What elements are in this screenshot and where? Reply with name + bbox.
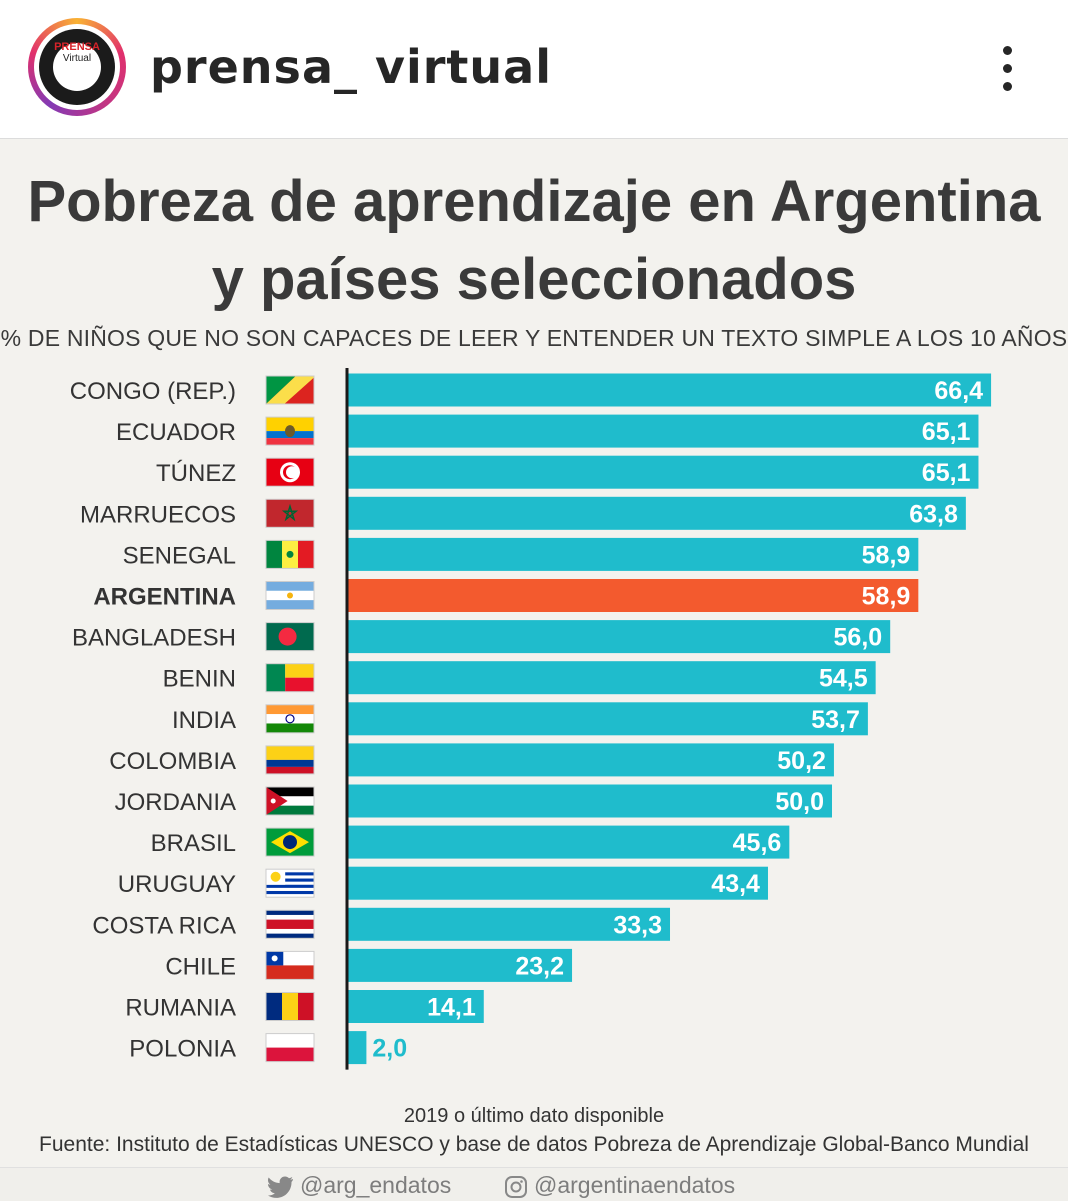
bar: [347, 866, 768, 900]
country-label: COSTA RICA: [92, 912, 236, 939]
value-label: 2,0: [372, 1035, 407, 1063]
bar: [347, 661, 876, 695]
profile-avatar[interactable]: PRENSA Virtual: [28, 18, 126, 116]
polonia-flag-icon: [265, 1033, 315, 1063]
logo-text-top: PRENSA: [54, 41, 100, 53]
india-flag-icon: [265, 704, 315, 734]
country-label: INDIA: [172, 707, 236, 734]
value-label: 54,5: [819, 665, 868, 693]
instagram-icon: [505, 1175, 527, 1198]
value-label: 50,2: [777, 747, 826, 775]
value-label: 50,0: [775, 788, 824, 816]
country-label: CONGO (REP.): [70, 378, 236, 405]
value-label: 65,1: [922, 459, 971, 487]
value-label: 53,7: [811, 706, 860, 734]
country-label: BANGLADESH: [72, 625, 236, 652]
twitter-handle-text: @arg_endatos: [300, 1172, 452, 1198]
value-label: 66,4: [934, 377, 983, 405]
value-label: 58,9: [862, 541, 911, 569]
bar: [347, 1031, 367, 1065]
value-label: 65,1: [922, 418, 971, 446]
chart-subtitle: % DE NIÑOS QUE NO SON CAPACES DE LEER Y …: [0, 325, 1068, 351]
post-header: PRENSA Virtual prensa_ virtual: [0, 0, 1068, 139]
value-label: 58,9: [862, 583, 911, 611]
jordania-flag-icon: [265, 786, 315, 816]
chart-title-line1: Pobreza de aprendizaje en Argentina: [27, 169, 1041, 234]
bar: [347, 579, 919, 612]
chart-title-line2: y países seleccionados: [211, 247, 857, 312]
more-options-icon[interactable]: [990, 40, 1026, 100]
bar: [347, 537, 919, 571]
logo-text-bottom: Virtual: [62, 53, 92, 64]
bar: [347, 620, 891, 654]
infographic: Pobreza de aprendizaje en Argentina y pa…: [0, 139, 1068, 1201]
bangladesh-flag-icon: [265, 622, 315, 652]
social-bar: @arg_endatos @argentinaendatos: [0, 1167, 1068, 1201]
value-label: 63,8: [909, 500, 958, 528]
bar: [347, 907, 671, 941]
bar: [347, 414, 979, 448]
country-label: BRASIL: [151, 830, 236, 857]
bar: [347, 825, 790, 859]
country-label: ECUADOR: [116, 419, 236, 446]
instagram-handle[interactable]: @argentinaendatos: [504, 1172, 735, 1199]
instagram-handle-text: @argentinaendatos: [534, 1172, 736, 1198]
country-label: RUMANIA: [125, 995, 236, 1022]
marruecos-flag-icon: [265, 498, 315, 528]
footnote: 2019 o último dato disponible: [403, 1105, 665, 1127]
country-label: JORDANIA: [115, 789, 236, 816]
twitter-icon: [268, 1176, 293, 1198]
country-label: ARGENTINA: [93, 584, 236, 611]
bar: [347, 784, 832, 818]
bar: [347, 373, 992, 407]
chile-flag-icon: [265, 950, 315, 980]
twitter-handle[interactable]: @arg_endatos: [268, 1172, 451, 1199]
country-label: URUGUAY: [118, 871, 236, 898]
congo-flag-icon: [265, 375, 315, 405]
value-label: 14,1: [427, 994, 476, 1022]
bar: [347, 455, 979, 489]
bar-chart: CONGO (REP.) 66,4 ECUADOR 65,1 TÚNEZ 65,1 MARR…: [70, 368, 992, 1070]
country-label: TÚNEZ: [156, 460, 236, 487]
country-label: BENIN: [163, 666, 236, 693]
argentina-flag-icon: [265, 581, 315, 610]
value-label: 56,0: [834, 624, 883, 652]
value-label: 43,4: [711, 870, 760, 898]
source-note: Fuente: Instituto de Estadísticas UNESCO…: [39, 1133, 1029, 1156]
value-label: 33,3: [613, 911, 662, 939]
bar: [347, 948, 573, 982]
rumania-flag-icon: [265, 992, 315, 1021]
username[interactable]: prensa_ virtual: [150, 40, 552, 94]
costa-rica-flag-icon: [265, 909, 315, 939]
country-label: CHILE: [165, 953, 236, 980]
value-label: 45,6: [733, 829, 782, 857]
uruguay-flag-icon: [265, 868, 315, 898]
bar: [347, 496, 966, 530]
bar: [347, 990, 484, 1023]
senegal-flag-icon: [265, 539, 315, 569]
ecuador-flag-icon: [265, 416, 315, 446]
country-label: POLONIA: [129, 1036, 236, 1063]
benin-flag-icon: [265, 663, 315, 693]
bar: [347, 743, 834, 777]
brasil-flag-icon: [265, 827, 315, 857]
country-label: MARRUECOS: [80, 501, 236, 528]
colombia-flag-icon: [265, 745, 315, 775]
bar: [347, 702, 868, 736]
country-label: COLOMBIA: [109, 748, 236, 775]
country-label: SENEGAL: [123, 542, 236, 569]
tunez-flag-icon: [265, 457, 315, 487]
value-label: 23,2: [515, 952, 564, 980]
